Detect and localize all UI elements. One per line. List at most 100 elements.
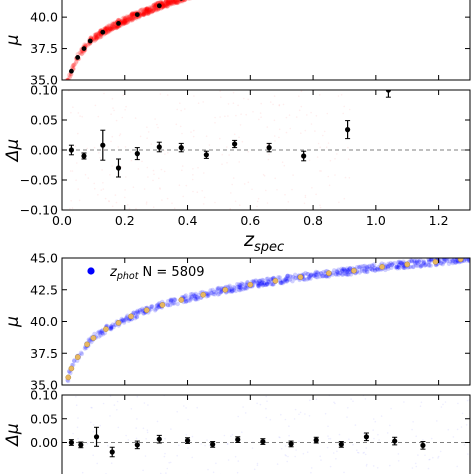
cloud-point xyxy=(357,265,362,270)
cloud-point xyxy=(135,310,140,315)
cloud-point xyxy=(461,412,464,415)
cloud-point xyxy=(200,443,202,445)
cloud-point xyxy=(99,328,105,334)
cloud-point xyxy=(334,174,336,176)
cloud-point xyxy=(273,95,276,97)
cloud-point xyxy=(346,269,351,274)
cloud-point xyxy=(123,317,128,322)
cloud-point xyxy=(362,452,365,454)
cloud-point xyxy=(104,26,110,31)
cloud-point xyxy=(153,173,155,176)
cloud-point xyxy=(83,42,89,48)
cloud-point xyxy=(111,135,114,138)
axes-frame xyxy=(61,0,471,81)
cloud-point xyxy=(168,298,174,303)
cloud-point xyxy=(429,258,434,262)
cloud-point xyxy=(370,263,375,269)
cloud-point xyxy=(97,194,99,196)
cloud-point xyxy=(234,200,237,203)
cloud-point xyxy=(339,266,344,271)
cloud-point xyxy=(97,31,102,36)
axes-frame xyxy=(61,394,471,474)
cloud-point xyxy=(426,258,432,263)
cloud-point xyxy=(173,207,176,210)
scatter-cloud xyxy=(72,395,470,474)
cloud-point xyxy=(140,308,145,313)
cloud-point xyxy=(334,402,336,405)
cloud-point xyxy=(72,62,77,67)
cloud-point xyxy=(467,453,469,455)
cloud-point xyxy=(98,152,100,154)
cloud-point xyxy=(153,3,158,8)
cloud-point xyxy=(421,261,426,266)
cloud-point xyxy=(109,25,114,30)
cloud-point xyxy=(165,0,170,5)
cloud-point xyxy=(92,38,97,43)
cloud-point xyxy=(281,161,284,163)
cloud-point xyxy=(240,282,245,287)
cloud-point xyxy=(187,0,191,1)
cloud-point xyxy=(96,329,102,334)
cloud-point xyxy=(144,6,150,11)
cloud-point xyxy=(191,178,194,181)
cloud-point xyxy=(122,18,127,23)
cloud-point xyxy=(409,258,414,263)
cloud-point xyxy=(420,401,423,404)
cloud-point xyxy=(228,154,230,156)
binned-point xyxy=(247,281,254,288)
cloud-point xyxy=(183,298,189,304)
cloud-point xyxy=(165,0,171,5)
cloud-point xyxy=(163,0,168,5)
cloud-point xyxy=(164,1,169,7)
cloud-point xyxy=(255,281,260,286)
cloud-point xyxy=(166,1,171,6)
cloud-point xyxy=(364,265,369,270)
cloud-point xyxy=(239,204,241,206)
cloud-point xyxy=(107,25,112,31)
cloud-point xyxy=(256,200,259,203)
cloud-point xyxy=(107,23,112,28)
cloud-point xyxy=(465,253,469,257)
cloud-point xyxy=(298,95,300,97)
cloud-point xyxy=(111,24,117,30)
cloud-point xyxy=(128,207,131,210)
cloud-point xyxy=(362,266,367,271)
cloud-point xyxy=(342,268,348,273)
cloud-point xyxy=(173,0,179,5)
cloud-point xyxy=(74,59,79,64)
cloud-point xyxy=(367,266,373,272)
cloud-point xyxy=(112,20,118,25)
cloud-point xyxy=(443,258,448,263)
cloud-point xyxy=(145,10,150,15)
cloud-point xyxy=(373,437,375,440)
cloud-point xyxy=(94,36,99,41)
cloud-point xyxy=(85,43,90,48)
cloud-point xyxy=(181,132,183,135)
cloud-point xyxy=(167,0,172,4)
cloud-point xyxy=(319,204,321,207)
cloud-point xyxy=(92,331,97,337)
cloud-point xyxy=(360,264,366,269)
cloud-point xyxy=(99,330,104,335)
cloud-point xyxy=(260,277,265,283)
cloud-point xyxy=(221,153,224,156)
cloud-point xyxy=(77,188,79,190)
cloud-point xyxy=(145,438,147,440)
cloud-point xyxy=(398,259,403,265)
cloud-point xyxy=(376,467,379,469)
cloud-point xyxy=(94,35,100,41)
binned-point xyxy=(222,286,228,293)
cloud-point xyxy=(159,0,164,5)
cloud-point xyxy=(182,0,187,2)
cloud-point xyxy=(110,322,115,327)
cloud-point xyxy=(104,29,109,35)
cloud-point xyxy=(257,279,262,284)
cloud-point xyxy=(450,260,455,266)
cloud-point xyxy=(146,166,149,169)
cloud-point xyxy=(193,294,198,299)
cloud-point xyxy=(238,161,240,163)
cloud-point xyxy=(169,299,174,304)
cloud-point xyxy=(141,9,146,14)
cloud-point xyxy=(165,1,171,6)
cloud-point xyxy=(278,436,280,438)
